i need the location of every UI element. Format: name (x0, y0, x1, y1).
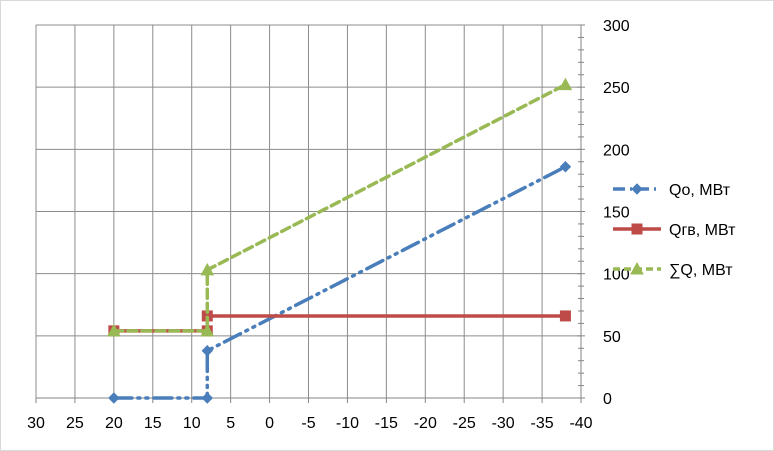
series-line (112, 82, 568, 333)
legend-marker (630, 261, 644, 275)
x-tick-label: 5 (226, 415, 235, 432)
data-point (200, 262, 215, 276)
tick-labels: 30 25 20 15 10 5 0 -5 -10 -15 -20 -25 -30 -35 -4005010… (27, 18, 630, 432)
legend: Qо, МВт Qгв, МВт ∑Q, МВт (613, 182, 736, 279)
data-point (200, 323, 215, 337)
data-point (201, 392, 213, 404)
y-tick-label: 200 (603, 142, 630, 159)
x-tick-label: 15 (144, 415, 162, 432)
x-tick-label: -40 (569, 415, 592, 432)
x-tick-label: 0 (265, 415, 274, 432)
data-point (558, 77, 573, 91)
x-tick-label: -10 (336, 415, 359, 432)
y-tick-label: 0 (603, 391, 612, 408)
axes (35, 24, 585, 403)
series-1 (108, 161, 572, 404)
y-tick-label: 150 (603, 205, 630, 222)
data-point (108, 392, 120, 404)
x-tick-label: -35 (531, 415, 554, 432)
data-point (201, 345, 213, 357)
data-point (107, 323, 121, 337)
y-tick-label: 300 (603, 18, 630, 35)
y-tick-label: 50 (603, 329, 621, 346)
series-line (112, 314, 568, 333)
data-point (559, 161, 572, 173)
data-point (559, 310, 571, 322)
x-tick-label: -30 (492, 415, 515, 432)
legend-label: Qо, МВт (669, 182, 731, 199)
x-tick-label: -15 (375, 415, 398, 432)
x-tick-label: -5 (301, 415, 315, 432)
y-tick-label: 250 (603, 80, 630, 97)
gridlines (35, 24, 582, 399)
x-tick-label: 30 (27, 415, 45, 432)
x-tick-label: -20 (414, 415, 437, 432)
x-tick-label: 10 (183, 415, 201, 432)
series-line (112, 164, 568, 400)
x-tick-label: -25 (453, 415, 476, 432)
legend-marker (631, 223, 643, 235)
legend-label: Qгв, МВт (669, 222, 736, 239)
y-tick-label: 100 (603, 267, 630, 284)
legend-label: ∑Q, МВт (669, 262, 733, 279)
legend-marker (631, 183, 643, 195)
x-tick-label: 20 (105, 415, 123, 432)
x-tick-label: 25 (66, 415, 84, 432)
series-layer (107, 77, 573, 404)
series-3 (107, 77, 573, 337)
